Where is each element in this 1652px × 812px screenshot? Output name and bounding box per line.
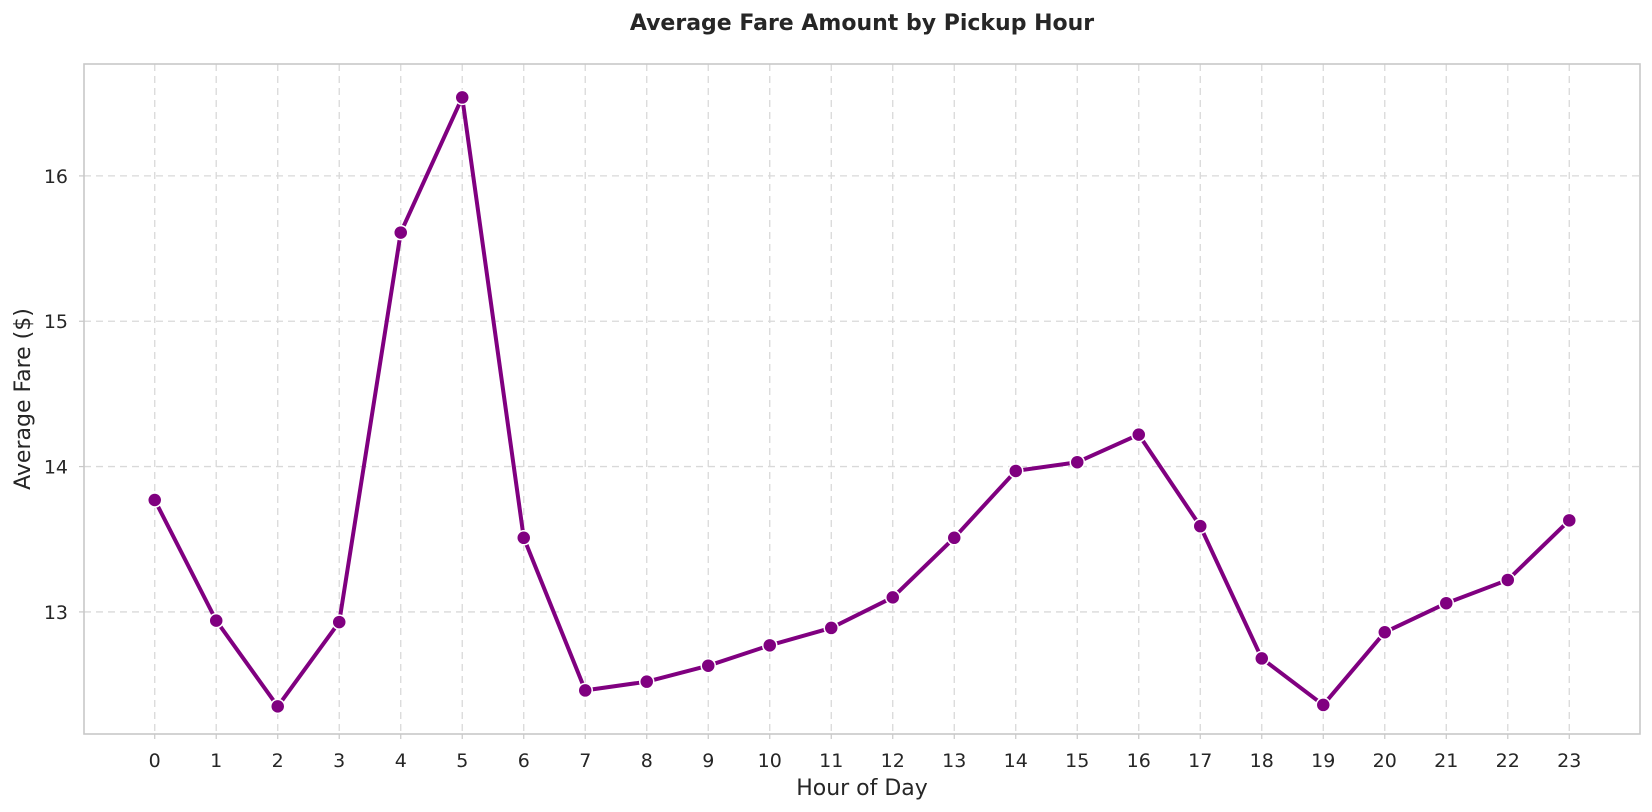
x-tick-label: 17 bbox=[1188, 750, 1212, 772]
series-average-fare bbox=[146, 89, 1578, 715]
data-point bbox=[208, 612, 224, 629]
x-tick-label: 9 bbox=[702, 750, 714, 772]
x-tick-label: 4 bbox=[395, 750, 407, 772]
data-point bbox=[1315, 697, 1332, 713]
x-axis-label: Hour of Day bbox=[796, 776, 928, 801]
y-tick-label: 13 bbox=[44, 602, 68, 624]
y-tick-label: 16 bbox=[44, 166, 68, 188]
x-tick-label: 7 bbox=[579, 750, 591, 772]
y-axis-label: Average Fare ($) bbox=[11, 308, 36, 490]
x-tick-label: 6 bbox=[518, 750, 530, 772]
data-point bbox=[885, 589, 901, 606]
x-tick-label: 0 bbox=[149, 750, 161, 772]
data-point bbox=[515, 530, 532, 546]
data-point bbox=[1377, 624, 1393, 641]
x-tick-label: 18 bbox=[1250, 750, 1274, 772]
data-point bbox=[761, 637, 778, 654]
x-tick-label: 5 bbox=[456, 750, 468, 772]
data-point bbox=[331, 614, 347, 630]
data-point bbox=[1254, 650, 1270, 667]
data-point bbox=[946, 530, 963, 546]
x-tick-label: 16 bbox=[1127, 750, 1151, 772]
data-point bbox=[392, 224, 409, 241]
x-tick-label: 19 bbox=[1311, 750, 1335, 772]
data-point bbox=[1008, 463, 1024, 479]
chart-title: Average Fare Amount by Pickup Hour bbox=[630, 11, 1094, 36]
x-tick-label: 2 bbox=[272, 750, 284, 772]
x-tick-label: 3 bbox=[333, 750, 345, 772]
x-tick-label: 12 bbox=[881, 750, 905, 772]
data-point bbox=[454, 89, 470, 106]
data-point bbox=[577, 682, 593, 699]
plot-frame bbox=[83, 63, 1641, 735]
data-point bbox=[1438, 595, 1455, 611]
data-point bbox=[638, 673, 655, 690]
data-point bbox=[1069, 454, 1086, 470]
x-tick-label: 20 bbox=[1373, 750, 1397, 772]
series-line bbox=[152, 95, 1572, 709]
data-point bbox=[1192, 518, 1209, 534]
grid-lines bbox=[84, 64, 1640, 734]
x-tick-label: 10 bbox=[758, 750, 782, 772]
x-tick-label: 21 bbox=[1434, 750, 1458, 772]
x-tick-label: 15 bbox=[1065, 750, 1089, 772]
x-tick-label: 23 bbox=[1557, 750, 1581, 772]
x-tick-label: 22 bbox=[1496, 750, 1520, 772]
data-point bbox=[1131, 426, 1147, 443]
x-tick-label: 8 bbox=[641, 750, 653, 772]
y-tick-label: 15 bbox=[44, 311, 68, 333]
x-tick-label: 11 bbox=[819, 750, 843, 772]
y-tick-label: 14 bbox=[44, 457, 68, 479]
data-point bbox=[146, 492, 163, 508]
data-point bbox=[1500, 572, 1516, 588]
data-point bbox=[823, 620, 839, 636]
data-point bbox=[700, 657, 716, 674]
y-axis: 13 14 15 16 bbox=[44, 166, 84, 624]
x-tick-label: 13 bbox=[942, 750, 966, 772]
x-tick-label: 14 bbox=[1004, 750, 1028, 772]
data-point bbox=[1561, 512, 1578, 529]
x-tick-label: 1 bbox=[210, 750, 222, 772]
data-point bbox=[269, 698, 286, 715]
x-axis: 0 1 2 3 4 5 6 7 8 9 10 11 12 13 14 15 16 17 18 19 20 21 22 23 bbox=[149, 734, 1581, 772]
